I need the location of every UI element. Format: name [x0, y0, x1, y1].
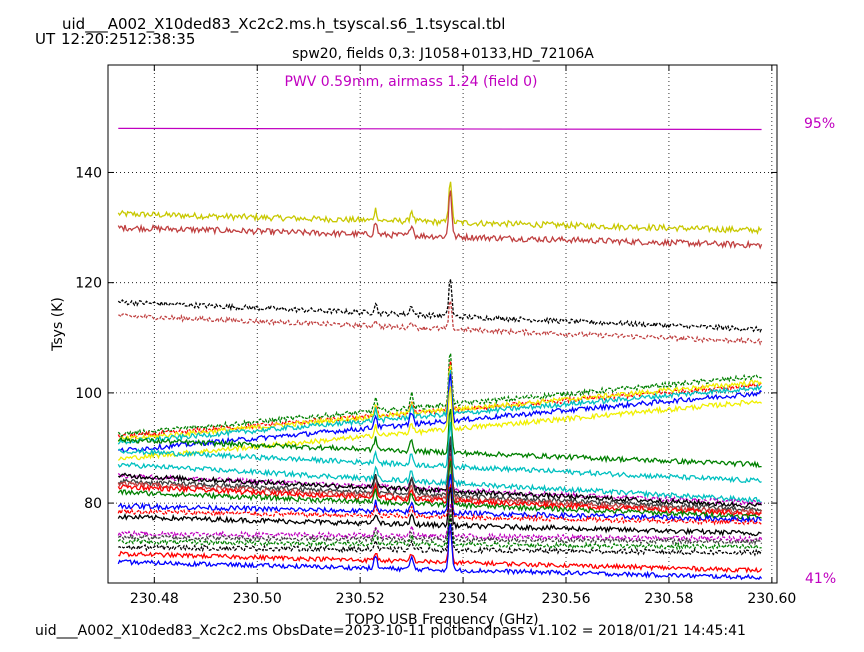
atm-transmission-line	[118, 127, 762, 131]
y-axis-ticks: 80 100 120 140	[75, 165, 777, 512]
x-tick-label: 230.56	[542, 591, 591, 607]
series-line	[117, 508, 763, 547]
y-tick-label: 120	[75, 276, 102, 292]
y-tick-label: 80	[84, 496, 102, 512]
series-line	[117, 514, 762, 552]
series-line	[117, 474, 762, 523]
x-axis-ticks: 230.48 230.50 230.52 230.54 230.56 230.58 230.…	[130, 65, 796, 607]
chart-subtitle: spw20, fields 0,3: J1058+0133,HD_72106A	[292, 46, 594, 62]
series-line	[118, 517, 763, 557]
series-line	[117, 190, 763, 250]
x-tick-label: 230.60	[747, 591, 796, 607]
x-axis-label: TOPO USB Frequency (GHz)	[344, 612, 538, 628]
series-line	[118, 421, 762, 484]
x-tick-label: 230.52	[336, 591, 385, 607]
plot-area	[108, 65, 777, 583]
series-line	[117, 181, 763, 235]
series-line	[117, 353, 762, 438]
footer-info: uid___A002_X10ded83_Xc2c2.ms ObsDate=202…	[35, 623, 746, 639]
series-line	[117, 524, 763, 581]
percent-bottom-label: 41%	[805, 571, 836, 587]
y-axis-label: Tsys (K)	[50, 297, 66, 352]
series-line	[117, 460, 762, 521]
x-tick-label: 230.58	[644, 591, 693, 607]
time-end: 12:38:35	[128, 30, 195, 48]
x-tick-label: 230.50	[233, 591, 282, 607]
time-start: 12:20:25	[61, 30, 128, 48]
series-line	[117, 365, 763, 442]
x-tick-label: 230.54	[439, 591, 488, 607]
series-line	[117, 487, 762, 537]
y-tick-label: 100	[75, 386, 102, 402]
series-line	[117, 444, 763, 508]
y-tick-label: 140	[75, 165, 102, 181]
x-tick-label: 230.48	[130, 591, 179, 607]
series-line	[117, 503, 763, 543]
series-line	[117, 360, 762, 440]
pwv-annotation: PWV 0.59mm, airmass 1.24 (field 0)	[284, 74, 537, 90]
series-line	[118, 298, 763, 346]
percent-top-label: 95%	[804, 116, 835, 132]
series-line	[117, 459, 762, 517]
ut-label: UT	[35, 30, 56, 48]
series-line	[117, 386, 763, 461]
plot-frame	[107, 64, 778, 584]
series-line	[117, 439, 762, 504]
series-group	[117, 127, 763, 581]
series-line	[117, 483, 763, 526]
series-line	[118, 528, 763, 574]
series-line	[117, 369, 763, 445]
series-line	[117, 408, 762, 469]
filename-title: uid___A002_X10ded83_Xc2c2.ms.h_tsyscal.s…	[62, 15, 505, 34]
